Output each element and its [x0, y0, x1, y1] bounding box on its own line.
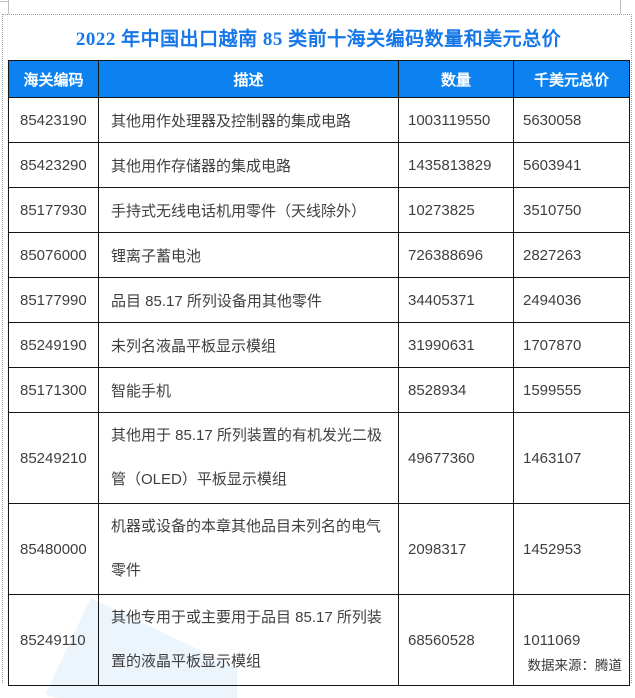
quantity-cell: 10273825	[398, 187, 514, 233]
customs-data-table: 海关编码 描述 数量 千美元总价 85423190 其他用作处理器及控制器的集成…	[8, 60, 630, 686]
description-cell: 其他用于 85.17 所列装置的有机发光二极管（OLED）平板显示模组	[98, 412, 399, 504]
quantity-cell: 8528934	[398, 367, 514, 413]
quantity-cell: 1003119550	[398, 97, 514, 143]
column-header-quantity: 数量	[398, 60, 514, 98]
hs-code-cell: 85177990	[8, 277, 99, 323]
quantity-cell: 34405371	[398, 277, 514, 323]
hs-code-cell: 85249210	[8, 412, 99, 504]
quantity-cell: 49677360	[398, 412, 514, 504]
hs-code-cell: 85480000	[8, 503, 99, 595]
table-row: 85249210 其他用于 85.17 所列装置的有机发光二极管（OLED）平板…	[8, 412, 630, 504]
table-row: 85171300 智能手机 8528934 1599555	[8, 367, 630, 413]
usd-total-cell: 1452953	[513, 503, 630, 595]
quantity-cell: 726388696	[398, 232, 514, 278]
hs-code-cell: 85171300	[8, 367, 99, 413]
hs-code-cell: 85177930	[8, 187, 99, 233]
description-cell: 其他用作处理器及控制器的集成电路	[98, 97, 399, 143]
quantity-cell: 31990631	[398, 322, 514, 368]
hs-code-cell: 85423190	[8, 97, 99, 143]
gridline-fragment-left	[8, 0, 9, 14]
usd-total-cell: 1011069	[513, 594, 630, 686]
description-cell: 锂离子蓄电池	[98, 232, 399, 278]
table-row: 85177990 品目 85.17 所列设备用其他零件 34405371 249…	[8, 277, 630, 323]
table-row: 85423290 其他用作存储器的集成电路 1435813829 5603941	[8, 142, 630, 188]
column-header-description: 描述	[98, 60, 399, 98]
quantity-cell: 1435813829	[398, 142, 514, 188]
table-row: 85480000 机器或设备的本章其他品目未列名的电气零件 2098317 14…	[8, 503, 630, 595]
hs-code-cell: 85076000	[8, 232, 99, 278]
table-row: 85249110 其他专用于或主要用于品目 85.17 所列装置的液晶平板显示模…	[8, 594, 630, 686]
usd-total-cell: 3510750	[513, 187, 630, 233]
usd-total-cell: 5603941	[513, 142, 630, 188]
table-row: 85076000 锂离子蓄电池 726388696 2827263	[8, 232, 630, 278]
table-row: 85423190 其他用作处理器及控制器的集成电路 1003119550 563…	[8, 97, 630, 143]
chart-title: 2022 年中国出口越南 85 类前十海关编码数量和美元总价	[75, 28, 562, 50]
hs-code-cell: 85249190	[8, 322, 99, 368]
quantity-cell: 68560528	[398, 594, 514, 686]
description-cell: 其他用作存储器的集成电路	[98, 142, 399, 188]
description-cell: 机器或设备的本章其他品目未列名的电气零件	[98, 503, 399, 595]
description-cell: 智能手机	[98, 367, 399, 413]
table-row: 85177930 手持式无线电话机用零件（天线除外） 10273825 3510…	[8, 187, 630, 233]
description-cell: 手持式无线电话机用零件（天线除外）	[98, 187, 399, 233]
table-row: 85249190 未列名液晶平板显示模组 31990631 1707870	[8, 322, 630, 368]
usd-total-cell: 1707870	[513, 322, 630, 368]
column-header-usd-total: 千美元总价	[513, 60, 630, 98]
description-cell: 未列名液晶平板显示模组	[98, 322, 399, 368]
gridline-fragment-right	[620, 0, 621, 14]
column-header-hs-code: 海关编码	[8, 60, 99, 98]
quantity-cell: 2098317	[398, 503, 514, 595]
usd-total-cell: 1599555	[513, 367, 630, 413]
description-cell: 其他专用于或主要用于品目 85.17 所列装置的液晶平板显示模组	[98, 594, 399, 686]
page-break-dotted-right	[631, 14, 632, 683]
page-break-dotted-left	[2, 14, 3, 683]
data-source-note: 数据来源：腾道	[527, 658, 623, 673]
table-header-row: 海关编码 描述 数量 千美元总价	[8, 60, 630, 98]
usd-total-cell: 1463107	[513, 412, 630, 504]
hs-code-cell: 85423290	[8, 142, 99, 188]
page-break-dotted-top	[2, 14, 632, 15]
usd-total-cell: 5630058	[513, 97, 630, 143]
usd-total-cell: 2494036	[513, 277, 630, 323]
usd-total-cell: 2827263	[513, 232, 630, 278]
gridline-fragment-top	[0, 1, 9, 2]
description-cell: 品目 85.17 所列设备用其他零件	[98, 277, 399, 323]
